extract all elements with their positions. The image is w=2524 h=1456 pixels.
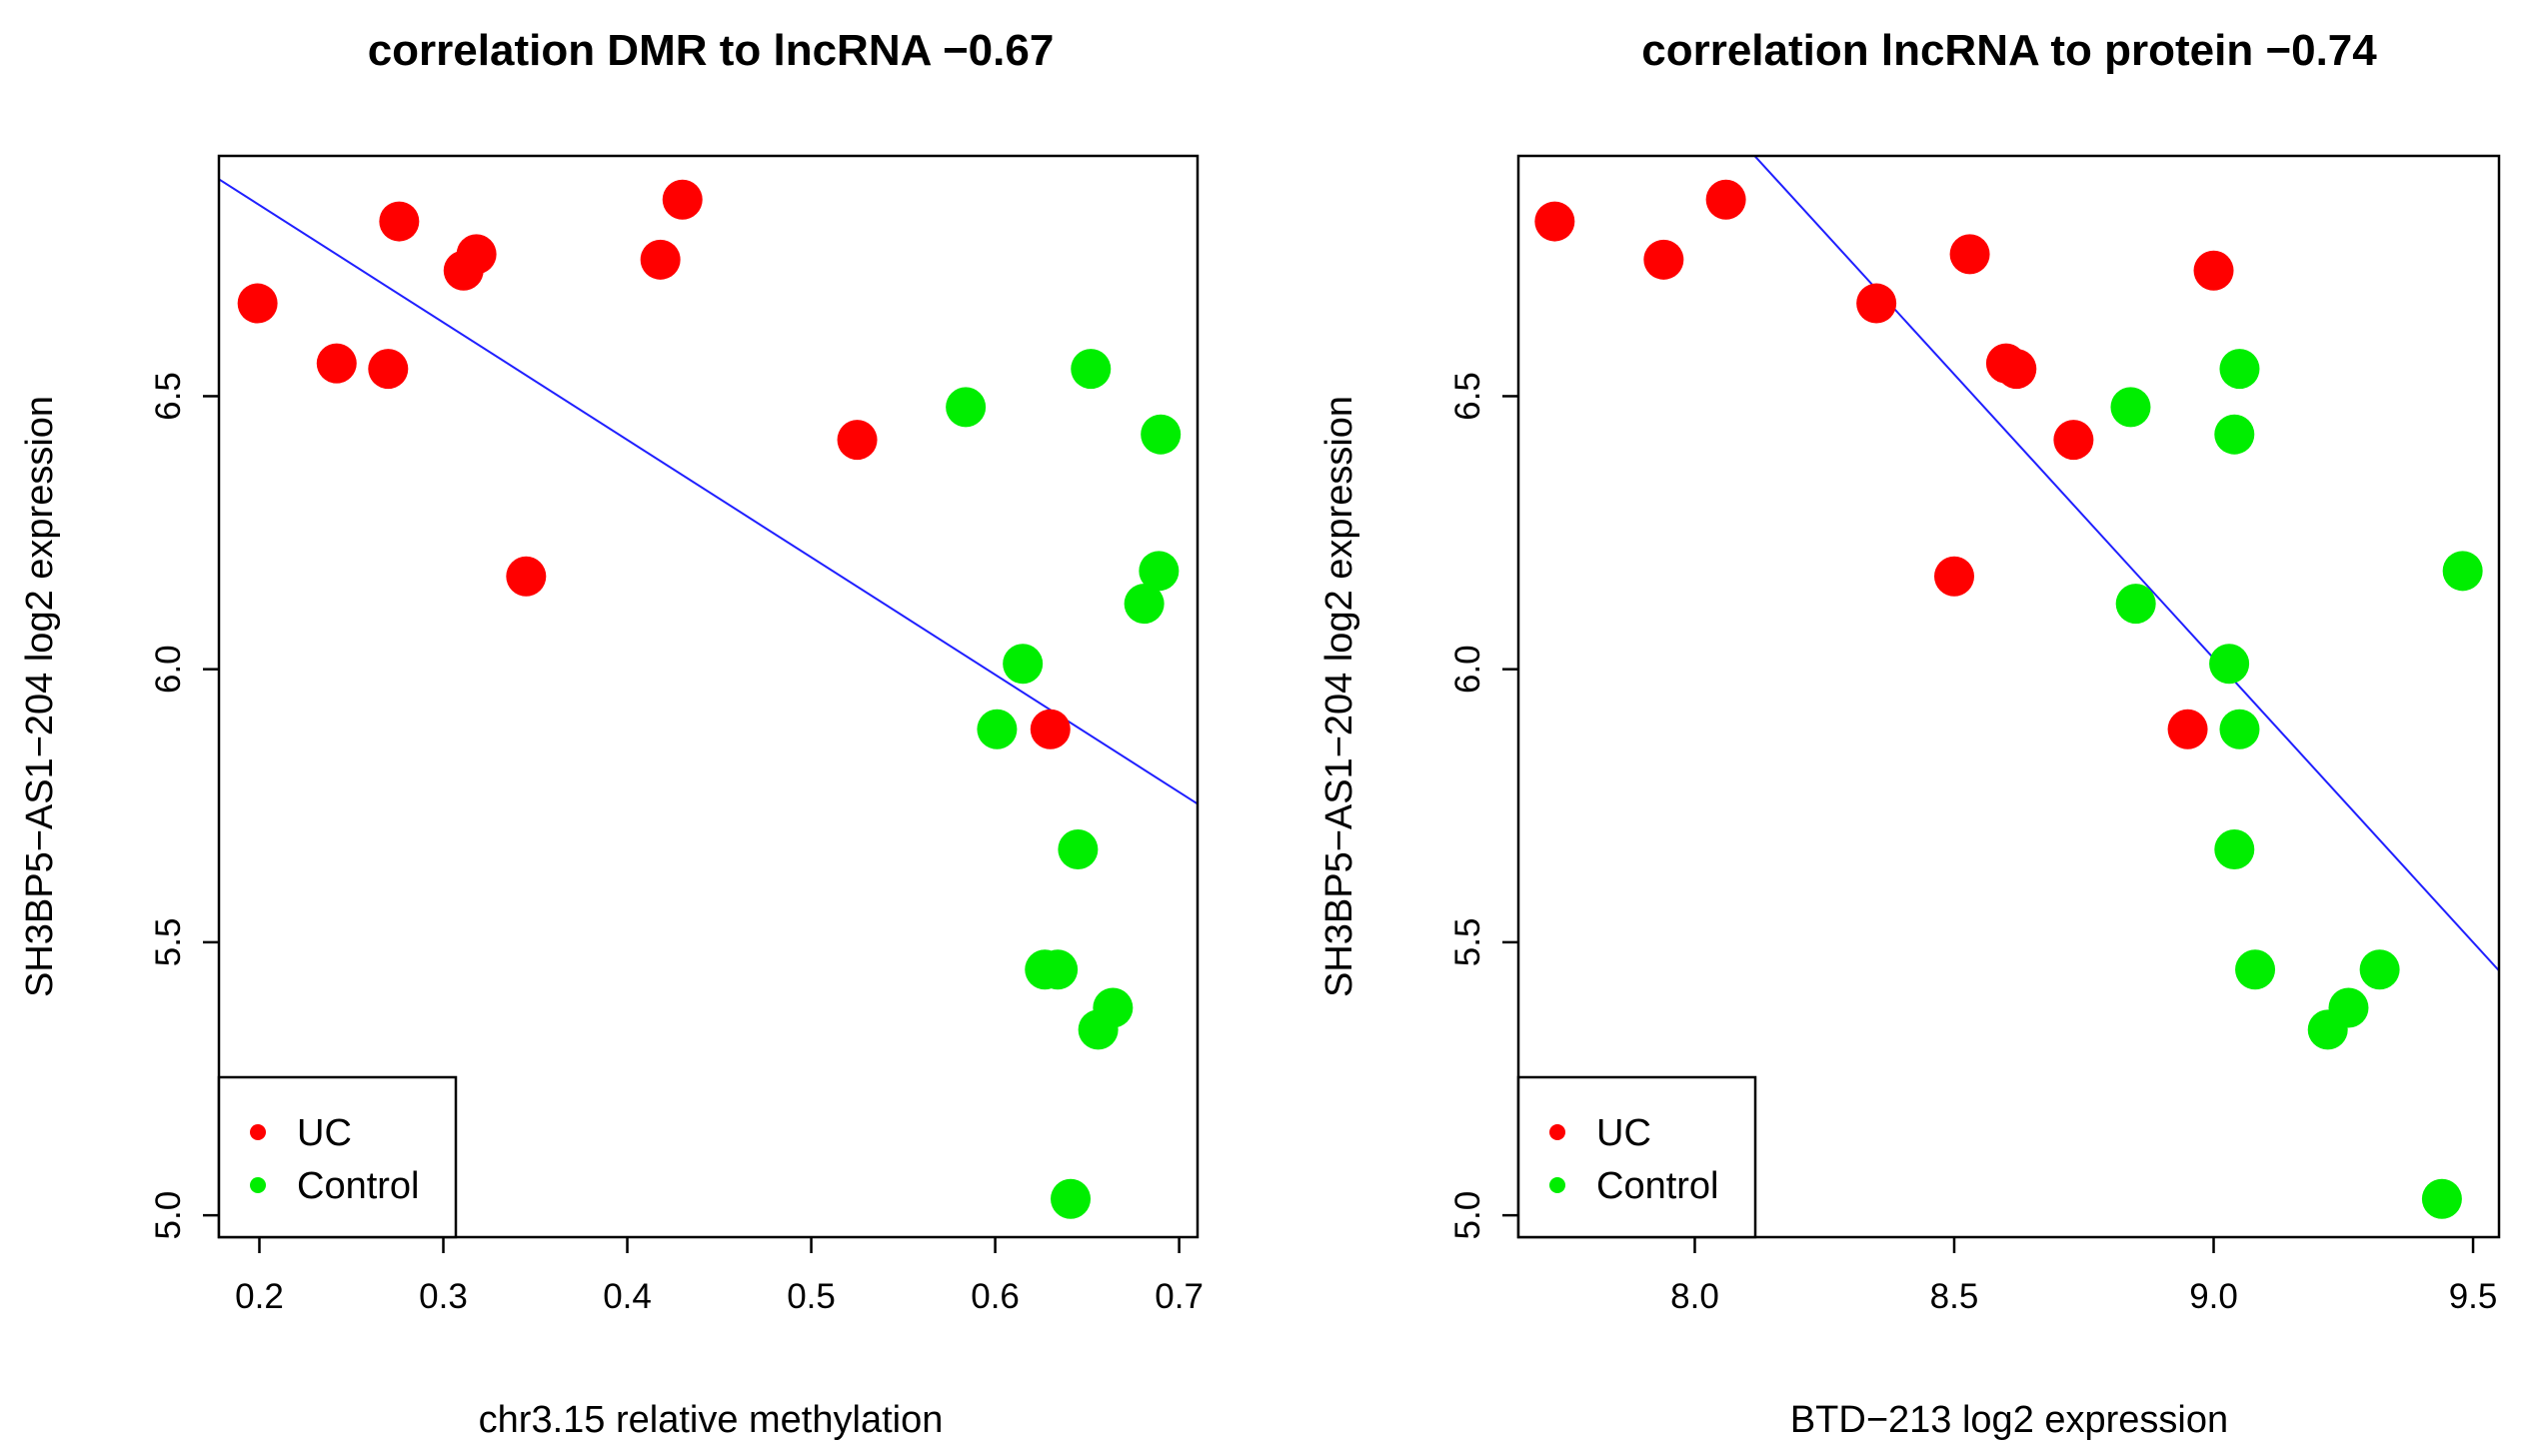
right-x-tick-label: 9.5: [2449, 1277, 2498, 1316]
left-scatter-panel: correlation DMR to lncRNA −0.67 chr3.15 …: [19, 26, 1204, 1441]
right-legend-uc-marker: [1549, 1124, 1565, 1140]
left-uc-point: [1030, 709, 1071, 749]
right-uc-point: [1996, 349, 2037, 390]
right-legend-uc-label: UC: [1596, 1112, 1651, 1154]
right-control-point: [2421, 1178, 2462, 1219]
right-control-point: [2110, 387, 2151, 428]
left-chart-title: correlation DMR to lncRNA −0.67: [368, 26, 1055, 75]
right-y-tick-label: 6.0: [1448, 645, 1487, 694]
right-legend-control-marker: [1549, 1177, 1565, 1193]
left-uc-point: [640, 239, 681, 280]
right-control-point: [2328, 987, 2369, 1028]
right-uc-point: [1949, 234, 1990, 275]
left-uc-point: [506, 556, 547, 597]
right-control-point: [2219, 349, 2260, 390]
left-legend-control-marker: [250, 1177, 266, 1193]
left-x-tick-label: 0.5: [787, 1277, 836, 1316]
right-x-tick-label: 8.5: [1930, 1277, 1979, 1316]
right-uc-point: [1643, 239, 1684, 280]
right-legend: UC Control: [1516, 1075, 1757, 1239]
right-plot-frame: [1516, 154, 2501, 1239]
right-scatter-panel: correlation lncRNA to protein −0.74 BTD−…: [1318, 26, 2501, 1441]
right-uc-point: [2193, 250, 2234, 291]
right-uc-point: [2167, 709, 2208, 749]
left-y-axis-label: SH3BP5−AS1−204 log2 expression: [19, 396, 61, 997]
left-legend-uc-label: UC: [297, 1112, 352, 1154]
left-control-point: [1058, 829, 1099, 870]
left-control-point: [1038, 949, 1079, 990]
left-legend: UC Control: [217, 1075, 458, 1239]
left-x-tick-label: 0.6: [971, 1277, 1020, 1316]
left-uc-point: [456, 234, 497, 275]
right-legend-box: [1516, 1075, 1757, 1239]
right-control-point: [2209, 644, 2250, 685]
right-control-point: [2214, 829, 2255, 870]
left-y-tick-label: 6.0: [149, 645, 188, 694]
right-y-tick-label: 5.0: [1448, 1191, 1487, 1240]
left-legend-control-label: Control: [297, 1165, 420, 1207]
left-control-point: [1051, 1178, 1092, 1219]
left-y-tick-label: 5.0: [149, 1191, 188, 1240]
left-y-tick-label: 6.5: [149, 372, 188, 421]
right-control-point: [2214, 414, 2255, 455]
left-uc-point: [662, 179, 703, 220]
left-control-point: [1071, 349, 1112, 390]
left-legend-uc-marker: [250, 1124, 266, 1140]
left-control-point: [1093, 987, 1134, 1028]
left-x-tick-label: 0.7: [1155, 1277, 1204, 1316]
right-x-tick-label: 8.0: [1670, 1277, 1719, 1316]
right-y-tick-label: 6.5: [1448, 372, 1487, 421]
right-regression-line: [1753, 156, 2499, 971]
right-chart-title: correlation lncRNA to protein −0.74: [1641, 26, 2377, 75]
right-x-tick-label: 9.0: [2189, 1277, 2238, 1316]
right-y-axis-label: SH3BP5−AS1−204 log2 expression: [1318, 396, 1360, 997]
right-uc-point: [2053, 420, 2094, 461]
left-x-tick-label: 0.4: [603, 1277, 652, 1316]
left-uc-point: [379, 201, 420, 242]
left-legend-box: [217, 1075, 458, 1239]
right-control-point: [2359, 949, 2400, 990]
left-uc-point: [837, 420, 878, 461]
left-plot-frame: [217, 154, 1200, 1239]
left-regression-line: [219, 178, 1198, 805]
left-x-tick-label: 0.3: [419, 1277, 468, 1316]
left-x-tick-label: 0.2: [235, 1277, 284, 1316]
left-control-point: [1003, 644, 1044, 685]
right-control-point: [2235, 949, 2276, 990]
left-control-point: [1124, 584, 1165, 625]
right-control-point: [2219, 709, 2260, 749]
left-control-point: [946, 387, 987, 428]
right-y-tick-label: 5.5: [1448, 918, 1487, 967]
right-uc-point: [1534, 201, 1575, 242]
right-uc-point: [1934, 556, 1974, 597]
right-control-point: [2442, 551, 2483, 592]
left-uc-point: [237, 283, 278, 324]
left-control-point: [1139, 551, 1180, 592]
left-x-axis-label: chr3.15 relative methylation: [479, 1399, 944, 1441]
left-control-point: [1141, 414, 1182, 455]
right-x-axis-label: BTD−213 log2 expression: [1790, 1399, 2228, 1441]
left-control-point: [977, 709, 1018, 749]
left-uc-point: [368, 349, 409, 390]
right-uc-point: [1856, 283, 1897, 324]
right-uc-point: [1705, 179, 1746, 220]
left-y-tick-label: 5.5: [149, 918, 188, 967]
right-legend-control-label: Control: [1596, 1165, 1719, 1207]
left-uc-point: [316, 343, 357, 384]
right-control-point: [2115, 584, 2156, 625]
